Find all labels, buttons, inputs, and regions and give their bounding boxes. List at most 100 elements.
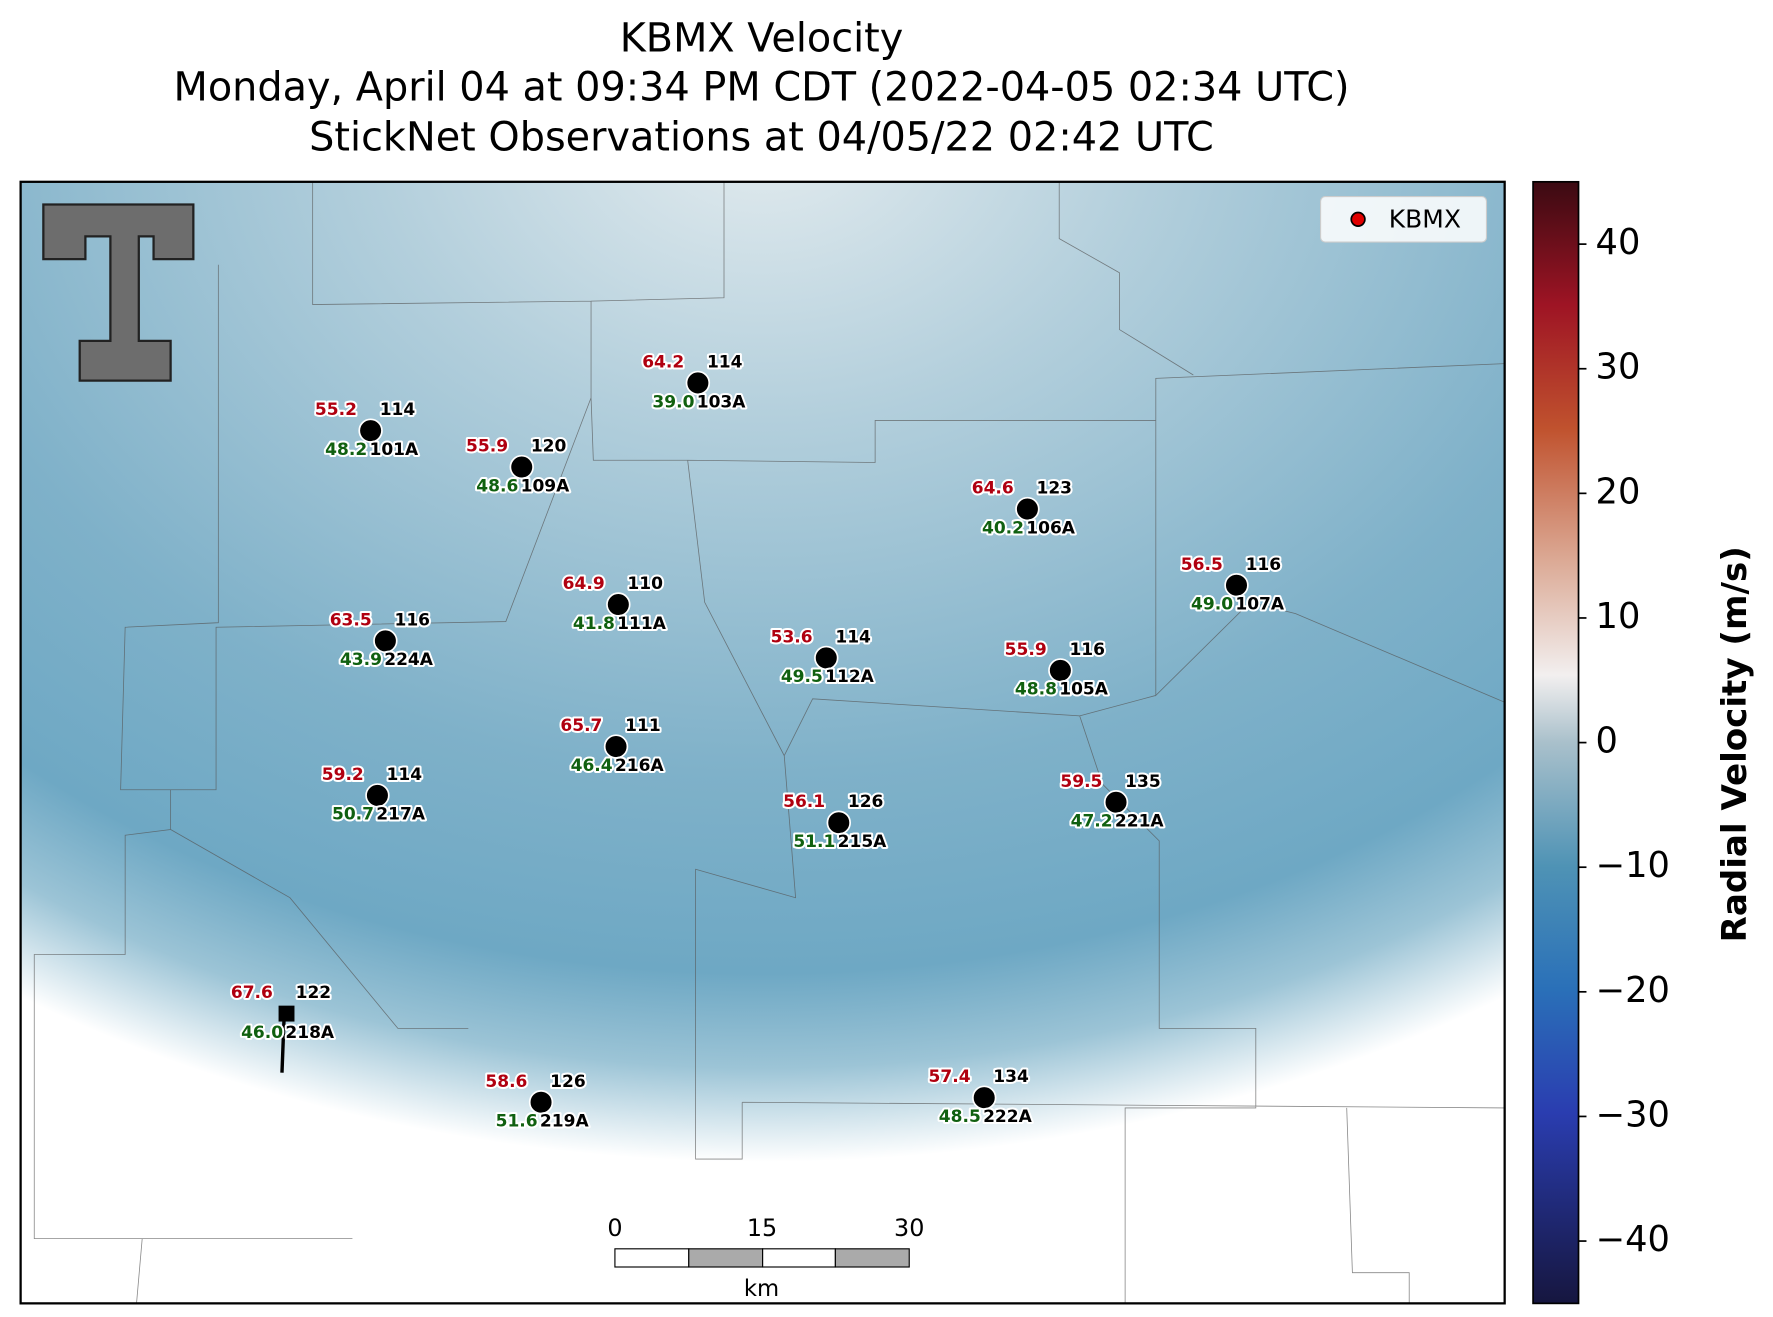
station-marker	[358, 418, 383, 443]
station-marker	[826, 810, 851, 835]
station: 55.9 120 48.6 109A	[464, 435, 572, 499]
station: 64.9 110 41.8 111A	[561, 572, 669, 636]
station-marker	[1015, 496, 1040, 522]
station-marker	[509, 454, 534, 480]
wind: 120	[531, 437, 567, 457]
station-marker	[1048, 658, 1073, 683]
colorbar-tick-label: −10	[1596, 845, 1670, 886]
station-id: 101A	[369, 440, 419, 460]
map-panel: KBMX km	[19, 180, 1506, 1305]
colorbar-tick-label: 10	[1596, 596, 1641, 637]
temperature: 55.2	[315, 400, 357, 420]
station-marker	[606, 592, 631, 617]
station-marker	[814, 645, 839, 671]
temperature: 57.4	[929, 1067, 971, 1087]
station-marker	[278, 1005, 295, 1022]
wind: 116	[394, 610, 430, 630]
station-id: 215A	[838, 832, 888, 852]
wind: 114	[835, 627, 871, 647]
dewpoint: 48.5	[939, 1107, 981, 1127]
colorbar-tick-label: 40	[1596, 222, 1641, 263]
wind: 116	[1246, 555, 1282, 575]
wind: 110	[627, 574, 663, 594]
dewpoint: 43.9	[340, 650, 382, 670]
wind: 135	[1125, 772, 1161, 792]
temperature: 64.2	[642, 352, 684, 372]
temperature: 53.6	[771, 627, 813, 647]
station-marker	[972, 1085, 997, 1110]
scale-tick-label: 0	[607, 1214, 622, 1242]
dewpoint: 51.1	[793, 832, 835, 852]
wind: 116	[1069, 640, 1105, 660]
dewpoint: 40.2	[982, 518, 1024, 538]
temperature: 64.9	[563, 574, 605, 594]
dewpoint: 50.7	[332, 805, 374, 825]
dewpoint: 49.5	[781, 667, 823, 687]
temperature: 56.5	[1181, 555, 1223, 575]
dewpoint: 48.6	[476, 476, 518, 496]
wind: 111	[625, 716, 661, 736]
station: 55.9 116 48.8 105A	[1003, 638, 1111, 702]
station-id: 219A	[540, 1112, 590, 1132]
station: 64.6 123 40.2 106A	[970, 477, 1078, 541]
dewpoint: 47.2	[1071, 812, 1113, 832]
legend-marker	[1350, 211, 1366, 227]
station-id: 218A	[285, 1023, 335, 1043]
station-id: 111A	[617, 614, 667, 634]
dewpoint: 46.4	[571, 756, 613, 776]
station-marker	[373, 628, 398, 654]
station: 59.2 114 50.7 217A	[320, 763, 428, 827]
colorbar: Radial Velocity (m/s)	[1532, 180, 1755, 1305]
map-frame	[19, 180, 1506, 1305]
dewpoint: 48.2	[325, 440, 367, 460]
legend: KBMX	[1320, 196, 1488, 243]
station: 55.2 114 48.2 101A	[313, 398, 421, 462]
colorbar-tick-label: −20	[1596, 970, 1670, 1011]
station: 63.5 116 43.9 224A	[328, 608, 436, 672]
station-marker	[1103, 790, 1129, 815]
station-id: 103A	[697, 392, 747, 412]
station-id: 224A	[384, 650, 434, 670]
station: 59.5 135 47.2 221A	[1058, 770, 1166, 834]
colorbar-tick-label: 20	[1596, 471, 1641, 512]
scale-tick-label: 15	[747, 1214, 777, 1242]
station: 53.6 114 49.5 112A	[769, 625, 877, 689]
temperature: 67.6	[231, 983, 273, 1003]
county-lines	[33, 181, 1505, 1304]
temperature: 59.2	[322, 765, 364, 785]
temperature: 56.1	[783, 792, 825, 812]
station-marker	[1224, 572, 1249, 598]
station: 67.6 122 46.0 218A	[229, 981, 337, 1073]
dewpoint: 48.8	[1015, 680, 1057, 700]
colorbar-label: Radial Velocity (m/s)	[1715, 546, 1755, 942]
wind: 134	[993, 1067, 1029, 1087]
dewpoint: 39.0	[652, 392, 694, 412]
temperature: 58.6	[485, 1072, 527, 1092]
station-id: 107A	[1235, 595, 1285, 615]
temperature: 59.5	[1060, 772, 1102, 792]
dewpoint: 49.0	[1191, 595, 1233, 615]
scale-unit: km	[744, 1276, 779, 1302]
scale-bar: km	[614, 1248, 910, 1302]
subtitle: StickNet Observations at 04/05/22 02:42 …	[309, 114, 1214, 160]
wind: 114	[380, 400, 416, 420]
station-id: 109A	[521, 476, 571, 496]
radar-field	[20, 181, 1505, 1304]
station-id: 222A	[983, 1107, 1033, 1127]
wind: 126	[550, 1072, 586, 1092]
station: 65.7 111 46.4 216A	[558, 714, 666, 778]
station: 56.5 116 49.0 107A	[1179, 553, 1287, 617]
station-marker	[603, 734, 629, 759]
station-staff	[280, 1013, 286, 1073]
temperature: 64.6	[972, 479, 1014, 499]
station: 58.6 126 51.6 219A	[483, 1070, 591, 1134]
wind: 122	[296, 983, 332, 1003]
station-id: 216A	[615, 756, 665, 776]
subtitle: Monday, April 04 at 09:34 PM CDT (2022-0…	[174, 64, 1350, 110]
station-id: 106A	[1026, 518, 1076, 538]
wind: 123	[1036, 479, 1072, 499]
temperature: 63.5	[330, 610, 372, 630]
temperature: 65.7	[560, 716, 602, 736]
